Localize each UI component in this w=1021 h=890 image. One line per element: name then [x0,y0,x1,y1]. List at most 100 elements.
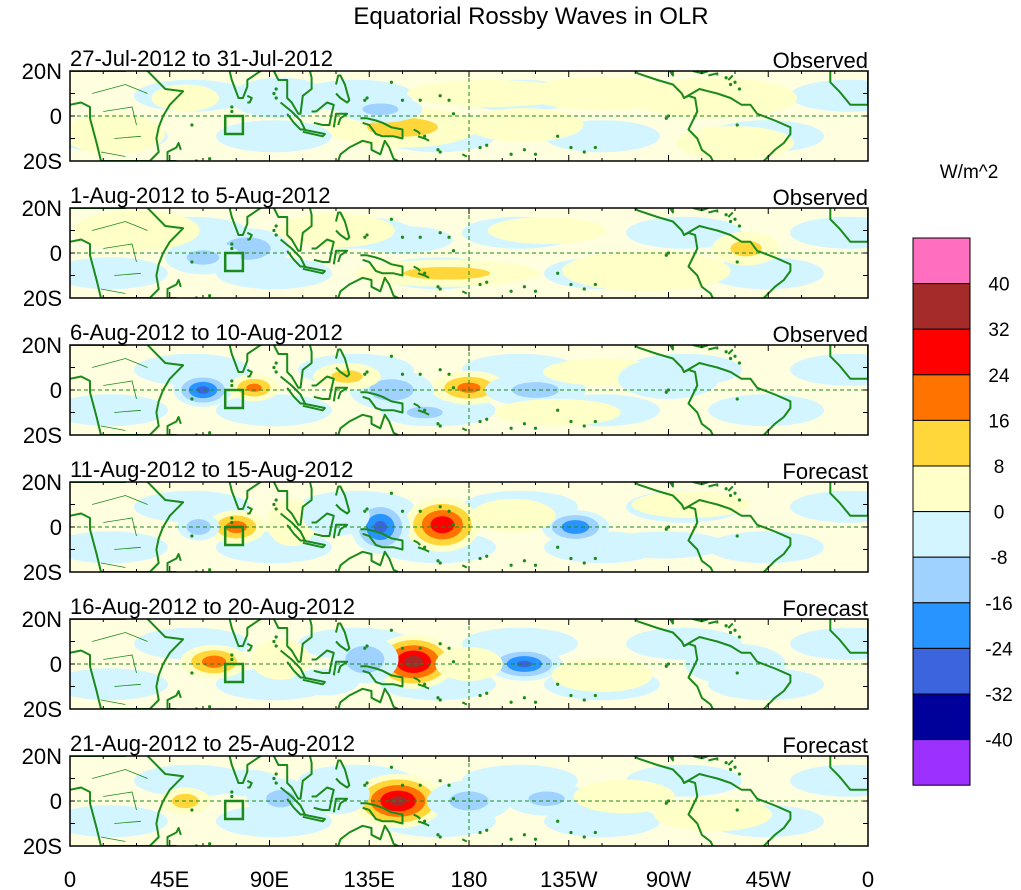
island-marker [509,837,513,841]
anomaly-band [790,764,868,797]
island-marker [439,847,442,850]
olr-anomaly-contour [653,797,772,832]
island-marker [582,835,586,839]
olr-anomaly-contour [676,126,794,160]
island-marker [400,98,405,102]
anomaly-band [215,394,332,427]
coastline [70,208,185,298]
olr-anomaly-contour [251,639,311,680]
country-border [103,243,137,263]
coastline [302,676,326,686]
lat-label: 0 [50,515,62,540]
island-marker [478,419,482,424]
island-marker [478,145,482,150]
lon-label: 45W [746,867,791,890]
island-marker [724,624,728,628]
olr-anomaly-contour [551,658,653,693]
country-border [114,546,141,550]
lat-label: 20N [22,470,62,495]
lat-label: 20N [22,333,62,358]
island-marker [436,559,440,563]
island-marker [423,134,427,138]
island-marker [436,422,440,426]
coastline [227,71,313,115]
island-marker [423,408,427,412]
coastline [337,276,399,298]
island-marker [439,710,442,713]
island-marker [735,397,739,401]
coastline [461,701,468,706]
island-marker [478,282,482,287]
coastline [332,523,349,539]
island-marker [423,545,427,549]
island-marker [438,561,442,565]
coastline [360,117,404,140]
island-marker [400,783,405,787]
colorbar-swatch [912,419,971,467]
anomaly-band [790,353,868,386]
island-marker [400,235,405,239]
island-marker [556,134,560,138]
island-marker [439,436,442,439]
olr-anomaly-contour [404,655,423,668]
island-marker [272,502,276,507]
panel-2: 20N 0 20S 1-Aug-2012 to 5-Aug-2012 Observed [22,183,869,311]
island-marker [522,422,527,426]
olr-anomaly-contour [302,774,370,815]
panel-type-label: Observed [773,48,868,73]
island-marker [447,98,451,102]
island-marker [208,294,212,298]
coastline [829,756,868,791]
island-marker [509,700,513,704]
coastline [829,482,868,517]
lat-label: 0 [50,789,62,814]
anomaly-band [70,805,168,838]
country-border [92,84,148,94]
coastline [335,348,351,378]
lon-label: 90W [646,867,691,890]
anomaly-band [70,531,168,564]
island-marker [735,534,739,538]
island-marker [509,152,513,156]
colorbar-swatch [912,465,971,513]
coastline [302,813,326,823]
anomaly-band [790,216,868,249]
coastline [708,757,719,762]
country-border [100,288,126,294]
region-box-outline [223,662,245,684]
coastline [166,827,182,846]
longitude-axis: 0 45E 90E 135E 180 135W 90W 45W 0 [64,867,874,890]
coastline [311,512,335,537]
coastline [634,345,714,435]
anomaly-band [790,490,868,523]
coastline [360,528,404,551]
island-marker [582,287,586,291]
island-marker [737,224,742,228]
coastline [335,759,351,789]
coastline [461,838,468,843]
country-border [92,632,148,642]
region-box-outline [223,251,245,273]
panel-type-label: Forecast [782,596,868,621]
island-marker [737,772,742,776]
island-marker [190,534,194,538]
coastline [336,197,340,204]
anomaly-band [70,394,168,427]
coastline [246,231,253,241]
lat-label: 0 [50,652,62,677]
coastline [166,142,182,161]
coastline [227,756,313,800]
island-marker [436,285,440,289]
coastline [246,642,253,652]
island-marker [728,630,733,635]
island-marker [724,761,728,765]
coastline [829,619,868,654]
island-marker [208,568,212,572]
olr-anomaly-contour [516,660,532,668]
coastline [683,225,792,298]
coastline [70,345,185,435]
coastline [166,279,182,298]
island-marker [190,671,194,675]
island-marker [664,253,668,257]
island-marker [418,98,422,102]
